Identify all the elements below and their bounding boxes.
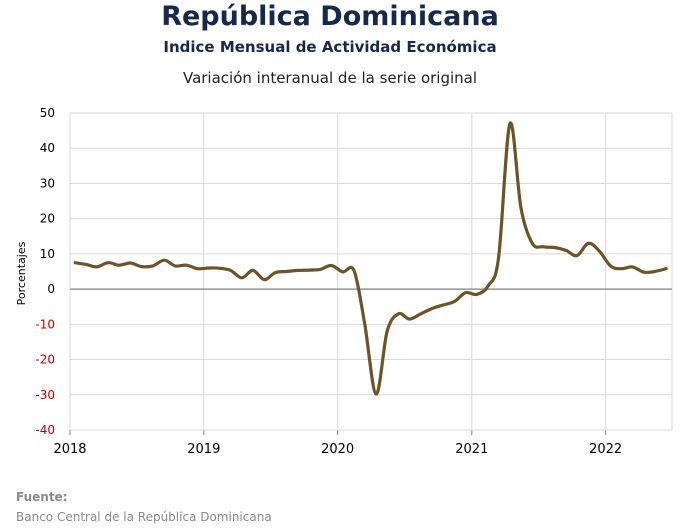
x-tick-label: 2018	[53, 442, 86, 457]
source-text: Banco Central de la República Dominicana	[16, 510, 272, 524]
y-tick-label: -30	[35, 388, 55, 402]
y-tick-label: 50	[40, 106, 55, 120]
source-label: Fuente:	[16, 490, 68, 504]
y-axis-label: Porcentajes	[15, 241, 28, 305]
y-tick-label: -40	[35, 423, 55, 437]
y-tick-label: 20	[40, 212, 55, 226]
chart-subtitle-variation: Variación interanual de la serie origina…	[182, 69, 478, 87]
y-tick-label: -20	[35, 353, 55, 367]
series-line	[73, 121, 668, 396]
y-tick-label: 0	[47, 282, 55, 296]
x-tick-label: 2019	[187, 442, 220, 457]
y-tick-label: -10	[35, 317, 55, 331]
x-tick-label: 2020	[321, 442, 354, 457]
x-tick-label: 2021	[455, 442, 488, 457]
y-tick-label: 40	[40, 141, 55, 155]
chart-title: República Dominicana	[161, 1, 499, 32]
chart-subtitle: Indice Mensual de Actividad Económica	[163, 38, 497, 56]
y-tick-label: 30	[40, 176, 55, 190]
y-tick-label: 10	[40, 247, 55, 261]
x-tick-label: 2022	[589, 442, 622, 457]
